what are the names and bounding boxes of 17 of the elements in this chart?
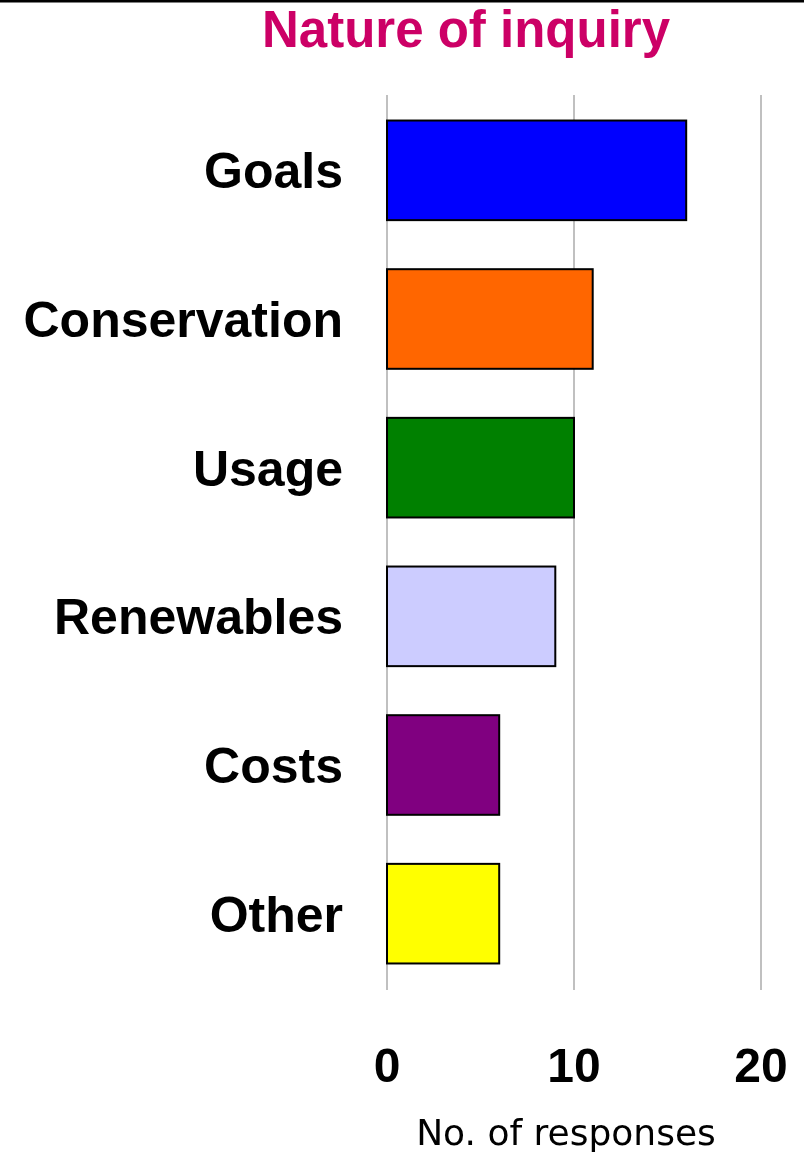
bar xyxy=(386,565,557,668)
bar xyxy=(386,714,501,816)
y-tick-label: Other xyxy=(209,886,343,943)
bar xyxy=(386,268,594,370)
y-tick-label: Conservation xyxy=(23,292,343,348)
x-tick-label: 0 xyxy=(373,1039,401,1092)
y-tick-label: Renewables xyxy=(53,589,343,646)
chart-title: Nature of inquiry xyxy=(261,1,671,58)
bar xyxy=(386,119,688,222)
y-tick-label: Costs xyxy=(204,738,343,794)
x-tick-label: 10 xyxy=(547,1039,601,1092)
bar xyxy=(386,862,501,965)
x-axis-title: No. of responses xyxy=(416,1112,716,1153)
y-tick-label: Usage xyxy=(192,440,343,497)
x-tick-label: 20 xyxy=(734,1039,788,1092)
bar xyxy=(386,416,575,519)
y-tick-label: Goals xyxy=(204,143,343,200)
